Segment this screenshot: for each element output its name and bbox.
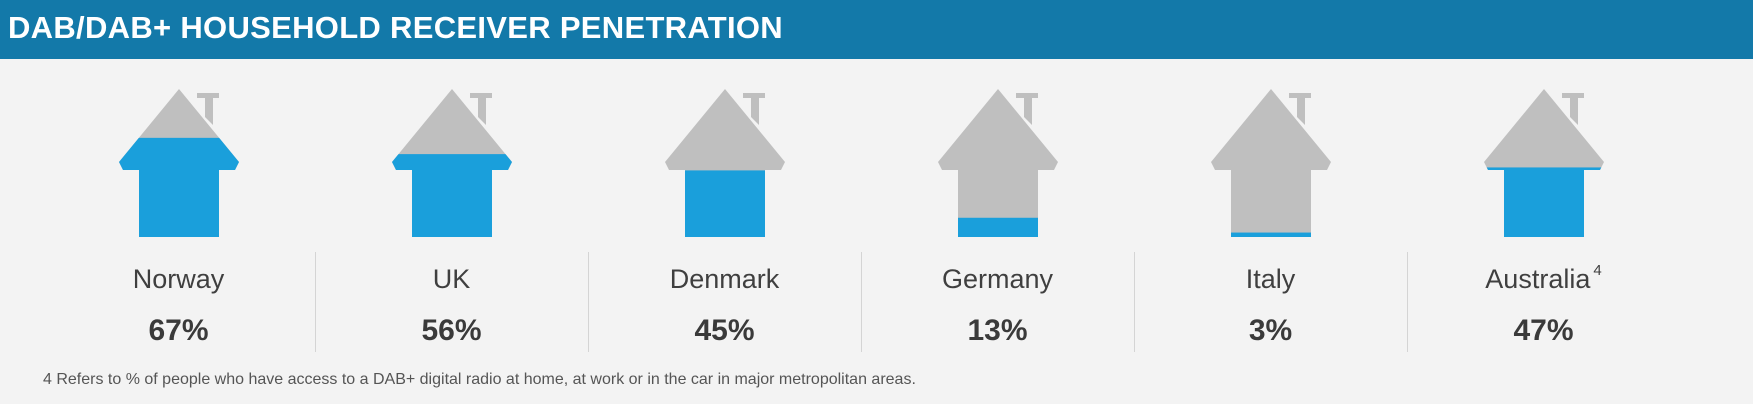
category-name: Denmark bbox=[669, 264, 780, 294]
category-name: Italy bbox=[1245, 264, 1296, 294]
chimney-icon bbox=[1562, 93, 1584, 125]
value-label-uk: 56% bbox=[421, 314, 482, 347]
column-germany: Germany 13% bbox=[861, 59, 1134, 359]
fill-bar-denmark bbox=[665, 170, 785, 237]
fill-bar-uk bbox=[392, 154, 512, 237]
value-label-denmark: 45% bbox=[694, 314, 755, 347]
category-label-norway: Norway bbox=[42, 264, 315, 295]
column-divider bbox=[588, 252, 589, 352]
house-icon-germany bbox=[938, 89, 1058, 237]
category-label-uk: UK bbox=[315, 264, 588, 295]
category-name: Germany bbox=[941, 264, 1054, 294]
house-icon-denmark bbox=[665, 89, 785, 237]
column-divider bbox=[1134, 252, 1135, 352]
category-name: Norway bbox=[132, 264, 225, 294]
category-label-germany: Germany bbox=[861, 264, 1134, 295]
title-bar: DAB/DAB+ HOUSEHOLD RECEIVER PENETRATION bbox=[0, 0, 1753, 59]
value-label-italy: 3% bbox=[1248, 314, 1293, 347]
column-norway: Norway 67% bbox=[42, 59, 315, 359]
chimney-icon bbox=[470, 93, 492, 125]
chimney-icon bbox=[1289, 93, 1311, 125]
column-divider bbox=[861, 252, 862, 352]
house-outline bbox=[938, 89, 1058, 237]
value-label-germany: 13% bbox=[967, 314, 1028, 347]
chimney-icon bbox=[1016, 93, 1038, 125]
column-denmark: Denmark 45% bbox=[588, 59, 861, 359]
chimney-icon bbox=[197, 93, 219, 125]
category-label-denmark: Denmark bbox=[588, 264, 861, 295]
fill-bar-australia bbox=[1484, 167, 1604, 237]
column-divider bbox=[1407, 252, 1408, 352]
column-uk: UK 56% bbox=[315, 59, 588, 359]
category-name: Australia bbox=[1485, 264, 1591, 294]
chart-title: DAB/DAB+ HOUSEHOLD RECEIVER PENETRATION bbox=[8, 10, 783, 45]
column-italy: Italy 3% bbox=[1134, 59, 1407, 359]
house-icon-uk bbox=[392, 89, 512, 237]
house-outline bbox=[1211, 89, 1331, 237]
fill-bar-germany bbox=[938, 217, 1058, 237]
footnote-marker: 4 bbox=[1593, 262, 1602, 279]
fill-bar-italy bbox=[1211, 232, 1331, 237]
column-australia: Australia 4 47% bbox=[1407, 59, 1680, 359]
house-icon-norway bbox=[119, 89, 239, 237]
house-penetration-chart: Norway 67% UK 56% Denmark 45% Germany 13% Italy 3… bbox=[0, 59, 1753, 359]
category-label-australia: Australia 4 bbox=[1407, 262, 1680, 295]
fill-bar-norway bbox=[119, 137, 239, 237]
house-icon-australia bbox=[1484, 89, 1604, 237]
house-icon-italy bbox=[1211, 89, 1331, 237]
category-label-italy: Italy bbox=[1134, 264, 1407, 295]
footnote: 4 Refers to % of people who have access … bbox=[43, 371, 916, 388]
value-label-australia: 47% bbox=[1513, 314, 1574, 347]
chimney-icon bbox=[743, 93, 765, 125]
value-label-norway: 67% bbox=[148, 314, 209, 347]
category-name: UK bbox=[432, 264, 471, 294]
column-divider bbox=[315, 252, 316, 352]
